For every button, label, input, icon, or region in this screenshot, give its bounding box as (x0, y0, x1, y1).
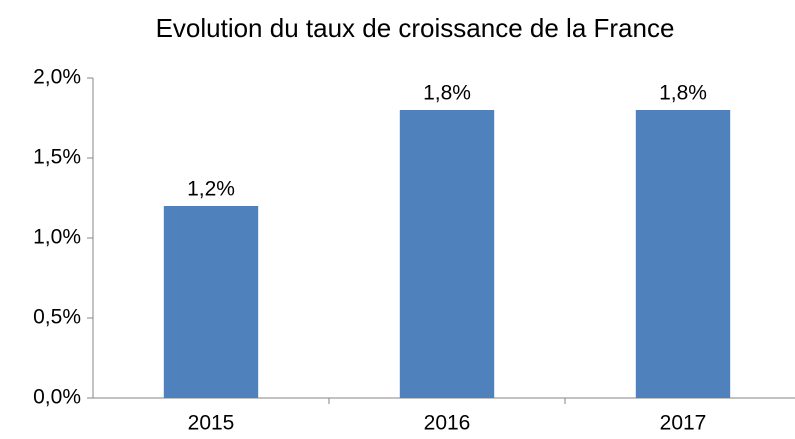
value-label: 1,2% (187, 178, 235, 201)
value-label: 1,8% (659, 82, 707, 105)
y-tick-label: 0,5% (33, 306, 81, 329)
bar (635, 110, 731, 398)
chart-title: Evolution du taux de croissance de la Fr… (156, 13, 675, 43)
y-tick-label: 2,0% (33, 66, 81, 89)
bar (163, 206, 259, 398)
x-tick-label: 2017 (660, 412, 707, 435)
y-tick-label: 1,5% (33, 146, 81, 169)
y-tick-label: 1,0% (33, 226, 81, 249)
value-label: 1,8% (423, 82, 471, 105)
bar (399, 110, 495, 398)
x-tick-label: 2015 (188, 412, 235, 435)
x-tick-label: 2016 (424, 412, 471, 435)
y-tick-label: 0,0% (33, 386, 81, 409)
